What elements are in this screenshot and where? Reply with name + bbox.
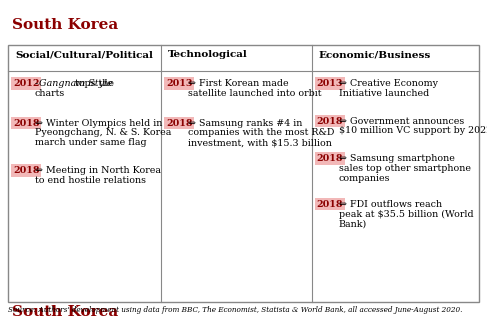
Text: Economic/Business: Economic/Business <box>319 50 431 59</box>
Text: $10 million VC support by 2022: $10 million VC support by 2022 <box>338 126 487 136</box>
Text: to end hostile relations: to end hostile relations <box>35 176 146 185</box>
Text: Gangnam Style: Gangnam Style <box>38 79 112 88</box>
Text: South Korea: South Korea <box>12 18 118 32</box>
Text: investment, with $15.3 billion: investment, with $15.3 billion <box>188 138 332 147</box>
Text: march under same flag: march under same flag <box>35 138 147 147</box>
Text: 2018: 2018 <box>13 166 39 175</box>
Text: 2018: 2018 <box>317 200 343 209</box>
Text: Source: Authors' development using data from BBC, The Economist, Statista & Worl: Source: Authors' development using data … <box>8 306 462 314</box>
Text: 2018: 2018 <box>317 154 343 163</box>
Bar <box>8 45 479 302</box>
Text: 2013: 2013 <box>166 79 192 88</box>
Text: tops the: tops the <box>72 79 114 88</box>
Text: 2018: 2018 <box>13 119 39 128</box>
Text: satellite launched into orbit: satellite launched into orbit <box>188 89 321 98</box>
Text: companies: companies <box>338 174 390 183</box>
Text: -: - <box>35 79 41 88</box>
Text: companies with the most R&D: companies with the most R&D <box>188 128 334 137</box>
Text: South Korea: South Korea <box>12 305 118 319</box>
Text: charts: charts <box>35 89 65 98</box>
Text: Initiative launched: Initiative launched <box>338 89 429 98</box>
Text: ⇒ Government announces: ⇒ Government announces <box>338 117 464 125</box>
Text: ⇒ Samsung ranks #4 in: ⇒ Samsung ranks #4 in <box>188 119 302 128</box>
Text: ⇒ First Korean made: ⇒ First Korean made <box>188 79 288 88</box>
Text: ⇒ Winter Olympics held in: ⇒ Winter Olympics held in <box>35 119 162 128</box>
Text: Social/Cultural/Political: Social/Cultural/Political <box>15 50 153 59</box>
Text: Bank): Bank) <box>338 219 367 228</box>
Text: ⇒ Meeting in North Korea: ⇒ Meeting in North Korea <box>35 166 161 175</box>
Text: 2013: 2013 <box>317 79 343 88</box>
Text: 2012: 2012 <box>13 79 39 88</box>
Text: Technological: Technological <box>168 50 248 59</box>
Text: ⇒ Samsung smartphone: ⇒ Samsung smartphone <box>338 154 454 163</box>
Text: 2018: 2018 <box>166 119 192 128</box>
Text: peak at $35.5 billion (World: peak at $35.5 billion (World <box>338 209 473 219</box>
Text: Pyeongchang, N. & S. Korea: Pyeongchang, N. & S. Korea <box>35 128 171 137</box>
Text: ⇒ Creative Economy: ⇒ Creative Economy <box>338 79 437 88</box>
Text: 2018: 2018 <box>317 117 343 125</box>
Text: ⇒ FDI outflows reach: ⇒ FDI outflows reach <box>338 200 442 209</box>
Text: sales top other smartphone: sales top other smartphone <box>338 164 470 173</box>
